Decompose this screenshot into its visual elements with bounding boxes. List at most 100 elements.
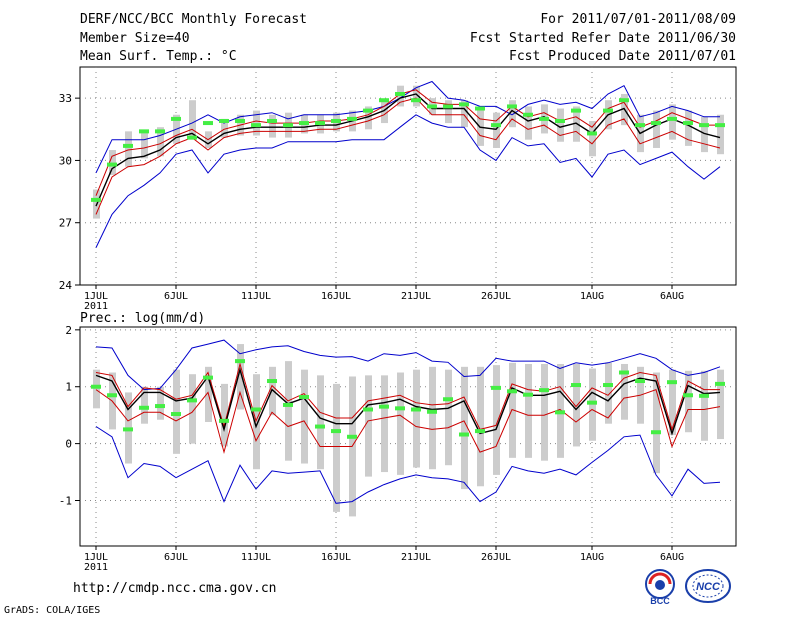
temp-observed-marker [571, 108, 581, 113]
temp-observed-marker [235, 118, 245, 123]
prec-spread-box [605, 362, 612, 424]
prec-observed-marker [251, 407, 261, 412]
prec-observed-marker [427, 409, 437, 414]
temp-observed-marker [283, 123, 293, 128]
temp-observed-marker [459, 102, 469, 107]
temp-x-tick-label: 16JUL [321, 291, 351, 302]
temp-observed-marker [363, 108, 373, 113]
chart-title: DERF/NCC/BCC Monthly Forecast [80, 12, 307, 27]
temp-observed-marker [683, 121, 693, 126]
prec-series-upper [95, 362, 720, 432]
temp-spread-box [669, 104, 676, 140]
temp-series-lower [95, 97, 721, 215]
temp-observed-marker [699, 123, 709, 128]
temp-series-max [95, 80, 720, 174]
bcc-logo-text: BCC [650, 596, 670, 606]
prec-spread-box [653, 372, 660, 474]
prec-x-tick-label: 1AUG [580, 552, 604, 563]
prec-observed-marker [363, 407, 373, 412]
prec-observed-marker [507, 389, 517, 394]
temp-x-tick-label: 11JUL [241, 291, 271, 302]
temp-observed-marker [107, 162, 117, 167]
temp-spread-box [157, 127, 164, 157]
prec-spread-box [157, 386, 164, 420]
temp-year-label: 2011 [84, 301, 108, 312]
prec-observed-marker [539, 388, 549, 393]
prec-observed-marker [411, 407, 421, 412]
prec-spread-box [141, 386, 148, 424]
temp-series-min [95, 114, 721, 248]
prec-series-mean [95, 367, 721, 436]
temp-observed-marker [171, 116, 181, 121]
source-url[interactable]: http://cmdp.ncc.cma.gov.cn [73, 581, 277, 596]
prec-observed-marker [475, 429, 485, 434]
temp-x-tick-label: 6JUL [164, 291, 188, 302]
prec-x-tick-label: 6JUL [164, 552, 188, 563]
temp-observed-marker [187, 135, 197, 140]
prec-spread-box [173, 369, 180, 454]
temp-spread-box [589, 120, 596, 157]
prec-observed-marker [299, 394, 309, 399]
prec-spread-box [445, 369, 452, 466]
temp-spread-box [413, 85, 420, 107]
temp-series-upper [95, 89, 720, 196]
prec-x-tick-label: 11JUL [241, 552, 271, 563]
prec-spread-box [429, 366, 436, 470]
temp-spread-box [509, 100, 516, 128]
temp-y-tick-label: 27 [59, 217, 72, 230]
temp-spread-box [365, 106, 372, 130]
prec-spread-box [253, 374, 260, 470]
prec-observed-marker [155, 404, 165, 409]
prec-observed-marker [571, 383, 581, 388]
prec-panel-title: Prec.: log(mm/d) [80, 311, 205, 326]
temp-observed-marker [91, 197, 101, 202]
temp-x-tick-label: 1JUL [84, 291, 108, 302]
prec-observed-marker [283, 402, 293, 407]
temp-observed-marker [475, 106, 485, 111]
prec-observed-marker [395, 406, 405, 411]
temp-observed-marker [667, 116, 677, 121]
prec-observed-marker [587, 400, 597, 405]
prec-x-tick-label: 21JUL [401, 552, 431, 563]
variable-label: Mean Surf. Temp.: °C [80, 49, 237, 64]
temp-spread-box [381, 100, 388, 124]
prec-spread-box [477, 366, 484, 487]
temp-observed-marker [267, 118, 277, 123]
temp-spread-box [653, 110, 660, 148]
prec-y-tick-label: 2 [65, 324, 72, 337]
prec-observed-marker [523, 392, 533, 397]
temp-spread-box [493, 112, 500, 148]
prec-observed-marker [347, 434, 357, 439]
prec-observed-marker [443, 397, 453, 402]
temp-observed-marker [203, 121, 213, 126]
temp-x-tick-label: 21JUL [401, 291, 431, 302]
prec-observed-marker [91, 384, 101, 389]
prec-y-tick-label: 0 [65, 438, 72, 451]
temp-spread-box [109, 150, 116, 175]
temp-observed-marker [347, 116, 357, 121]
prec-observed-marker [315, 424, 325, 429]
prec-observed-marker [219, 418, 229, 423]
prec-spread-box [93, 369, 100, 409]
prec-observed-marker [171, 412, 181, 417]
ncc-logo: NCC [685, 569, 731, 603]
prec-spread-box [333, 383, 340, 512]
prec-observed-marker [667, 380, 677, 385]
prec-series-max [95, 339, 721, 391]
prec-x-tick-label: 1JUL [84, 552, 108, 563]
temp-observed-marker [251, 123, 261, 128]
temp-y-tick-label: 30 [59, 154, 72, 167]
prec-spread-box [237, 344, 244, 410]
prec-x-tick-label: 16JUL [321, 552, 351, 563]
temp-y-tick-label: 24 [59, 279, 73, 292]
prec-observed-marker [235, 359, 245, 364]
temp-observed-marker [539, 116, 549, 121]
prec-frame [79, 326, 737, 547]
prec-observed-marker [139, 405, 149, 410]
temp-observed-marker [139, 129, 149, 134]
temp-spread-box [141, 131, 148, 159]
prec-observed-marker [635, 379, 645, 384]
prec-spread-box [525, 363, 532, 458]
prec-observed-marker [267, 379, 277, 384]
prec-observed-marker [331, 429, 341, 434]
